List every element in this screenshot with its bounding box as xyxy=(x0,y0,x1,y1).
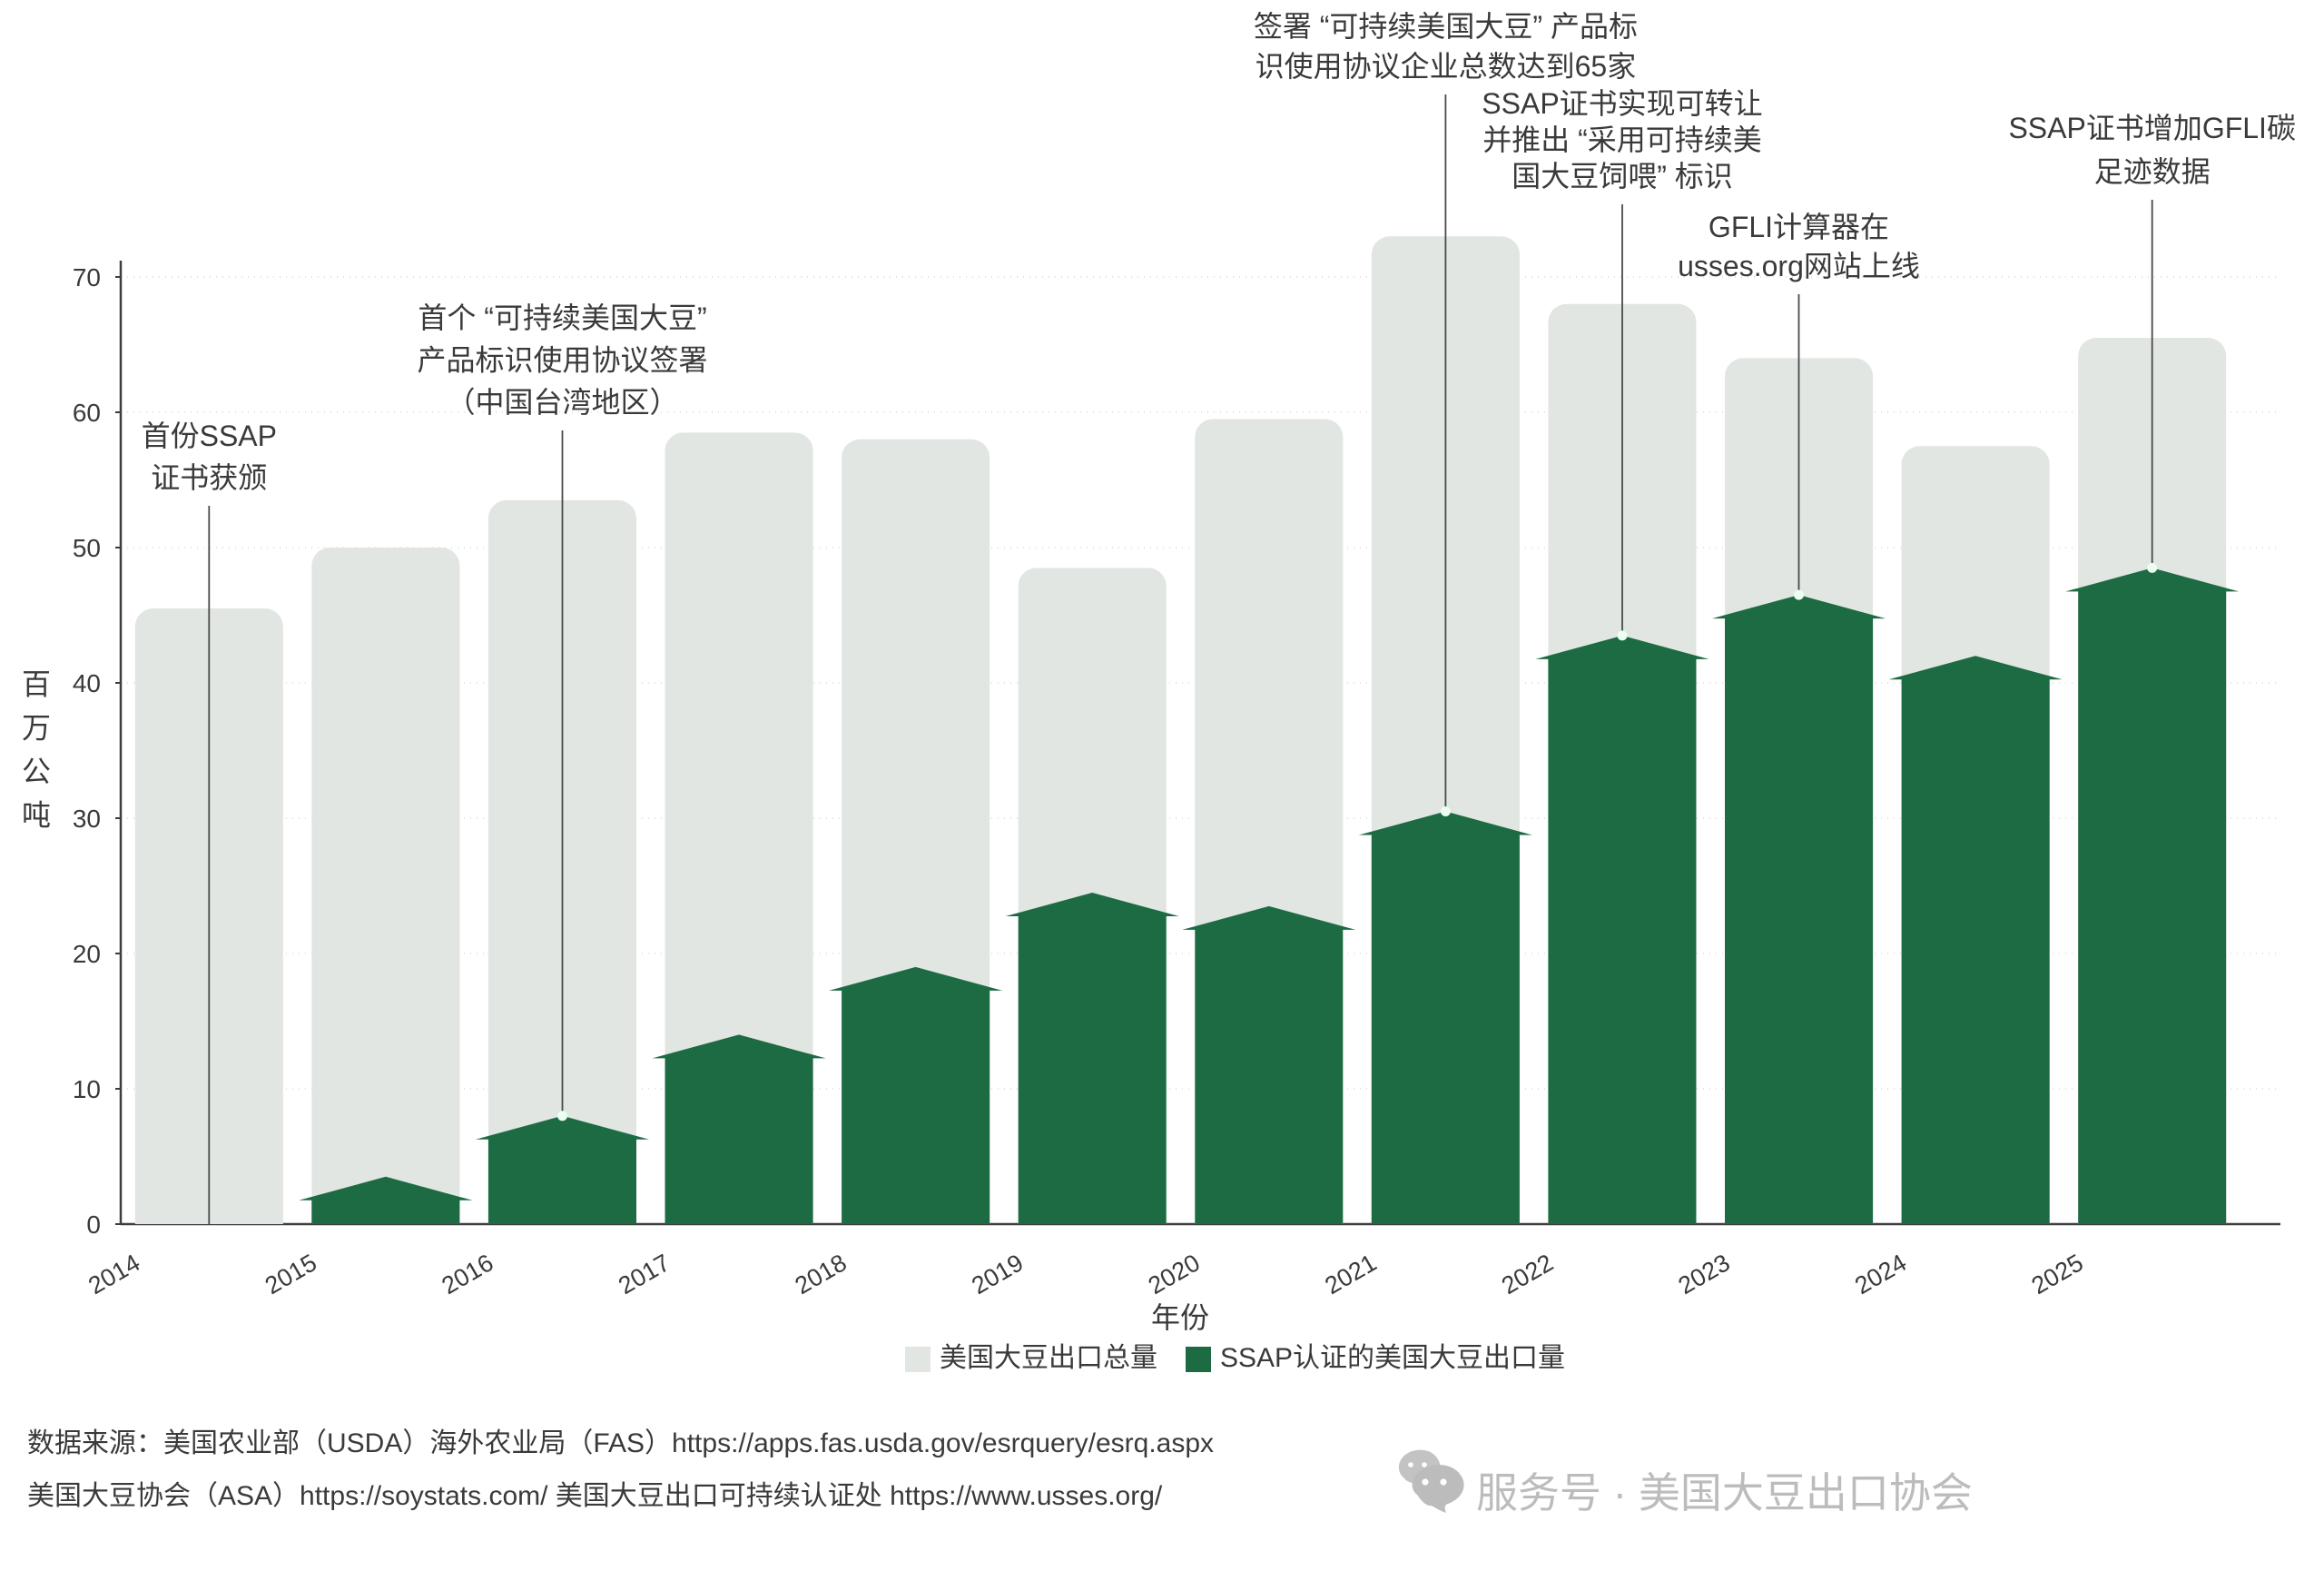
svg-text:2023: 2023 xyxy=(1674,1249,1735,1299)
svg-text:签署 “可持续美国大豆” 产品标: 签署 “可持续美国大豆” 产品标 xyxy=(1254,10,1638,43)
svg-text:识使用协议企业总数达到65家: 识使用协议企业总数达到65家 xyxy=(1256,50,1637,83)
svg-text:2014: 2014 xyxy=(84,1249,144,1299)
svg-text:2015: 2015 xyxy=(261,1249,321,1299)
svg-text:数据来源：美国农业部（USDA）海外农业局（FAS）http: 数据来源：美国农业部（USDA）海外农业局（FAS）https://apps.f… xyxy=(27,1428,1214,1458)
svg-text:GFLI计算器在: GFLI计算器在 xyxy=(1709,211,1889,243)
svg-text:SSAP证书实现可转让: SSAP证书实现可转让 xyxy=(1482,87,1762,120)
svg-text:10: 10 xyxy=(73,1075,101,1103)
svg-text:usses.org网站上线: usses.org网站上线 xyxy=(1678,250,1920,282)
svg-text:40: 40 xyxy=(73,669,101,697)
svg-text:吨: 吨 xyxy=(22,799,51,832)
svg-text:证书获颁: 证书获颁 xyxy=(151,461,267,494)
svg-text:产品标识使用协议签署: 产品标识使用协议签署 xyxy=(417,344,707,377)
svg-text:2017: 2017 xyxy=(614,1249,675,1299)
svg-text:20: 20 xyxy=(73,940,101,968)
svg-text:2020: 2020 xyxy=(1144,1249,1205,1299)
svg-text:70: 70 xyxy=(73,263,101,291)
svg-text:万: 万 xyxy=(22,712,51,745)
svg-text:60: 60 xyxy=(73,399,101,427)
svg-text:SSAP证书增加GFLI碳: SSAP证书增加GFLI碳 xyxy=(2008,112,2296,144)
svg-text:首个 “可持续美国大豆”: 首个 “可持续美国大豆” xyxy=(418,301,706,334)
svg-text:首份SSAP: 首份SSAP xyxy=(142,420,277,452)
svg-text:美国大豆出口总量: 美国大豆出口总量 xyxy=(940,1343,1157,1373)
svg-text:公: 公 xyxy=(22,756,51,788)
svg-text:并推出 “采用可持续美: 并推出 “采用可持续美 xyxy=(1482,124,1762,156)
svg-text:SSAP认证的美国大豆出口量: SSAP认证的美国大豆出口量 xyxy=(1220,1343,1565,1373)
svg-text:2016: 2016 xyxy=(437,1249,497,1299)
svg-text:服务号 · 美国大豆出口协会: 服务号 · 美国大豆出口协会 xyxy=(1476,1469,1973,1517)
svg-text:2021: 2021 xyxy=(1320,1249,1381,1299)
svg-text:足迹数据: 足迹数据 xyxy=(2094,155,2211,188)
svg-text:（中国台湾地区）: （中国台湾地区） xyxy=(446,386,678,419)
svg-text:2022: 2022 xyxy=(1497,1249,1558,1299)
svg-text:2024: 2024 xyxy=(1850,1249,1911,1299)
svg-text:2019: 2019 xyxy=(967,1249,1028,1299)
svg-text:国大豆饲喂” 标识: 国大豆饲喂” 标识 xyxy=(1512,160,1733,193)
svg-text:0: 0 xyxy=(86,1210,101,1239)
svg-text:年份: 年份 xyxy=(1151,1301,1209,1334)
svg-text:2018: 2018 xyxy=(791,1249,852,1299)
svg-text:30: 30 xyxy=(73,805,101,833)
svg-text:2025: 2025 xyxy=(2027,1249,2088,1299)
svg-text:百: 百 xyxy=(22,668,51,701)
svg-text:美国大豆协会（ASA）https://soystats.co: 美国大豆协会（ASA）https://soystats.com/ 美国大豆出口可… xyxy=(27,1481,1163,1511)
svg-text:50: 50 xyxy=(73,534,101,562)
